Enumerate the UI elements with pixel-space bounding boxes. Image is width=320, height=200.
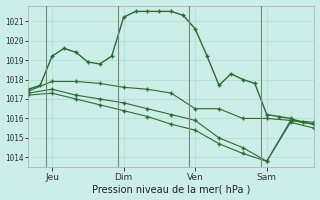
X-axis label: Pression niveau de la mer( hPa ): Pression niveau de la mer( hPa ) [92, 184, 251, 194]
